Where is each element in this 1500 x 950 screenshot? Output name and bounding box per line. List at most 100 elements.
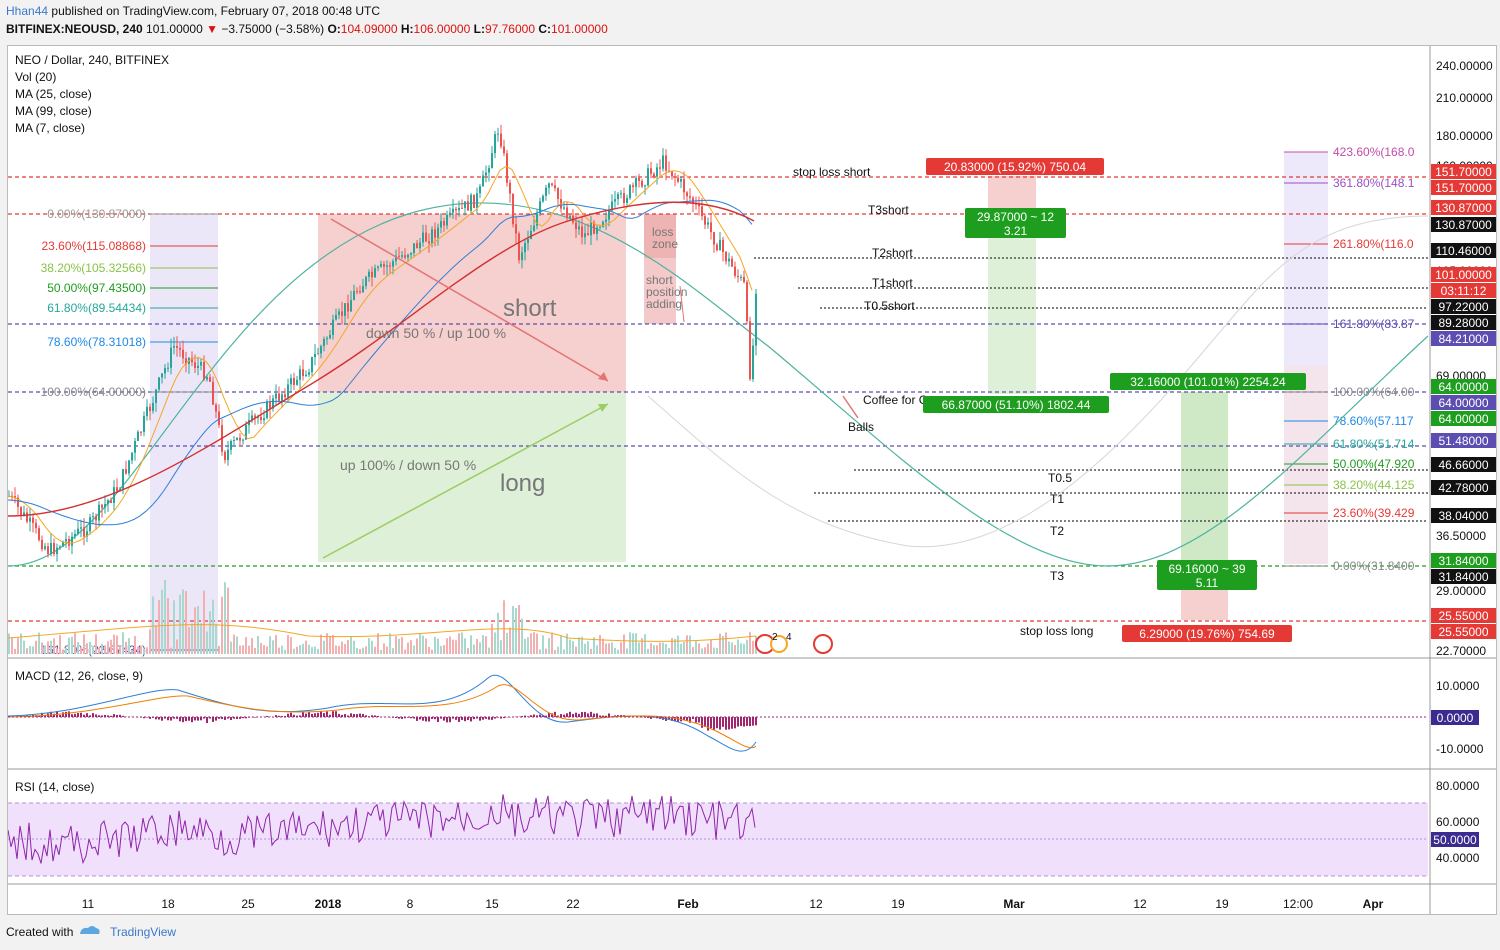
volume-bar bbox=[656, 645, 658, 654]
author-link[interactable]: Hhan44 bbox=[6, 4, 49, 18]
ma25-legend[interactable]: MA (25, close) bbox=[15, 87, 92, 101]
macd-hist bbox=[296, 715, 298, 717]
macd-hist bbox=[233, 717, 235, 719]
tradingview-logo-icon[interactable] bbox=[77, 925, 104, 939]
candle-body bbox=[602, 221, 604, 227]
candle-body bbox=[368, 271, 370, 277]
candle-body bbox=[344, 303, 346, 316]
macd-line bbox=[8, 674, 757, 752]
macd-hist bbox=[449, 717, 451, 723]
flag-us-icon bbox=[813, 634, 833, 654]
macd-hist bbox=[704, 717, 706, 727]
candle-body bbox=[470, 194, 472, 211]
volume-bar bbox=[491, 623, 493, 654]
candle-body bbox=[152, 402, 154, 411]
vol-legend[interactable]: Vol (20) bbox=[15, 70, 57, 84]
macd-hist bbox=[167, 717, 169, 721]
macd-hist bbox=[713, 717, 715, 730]
candle-body bbox=[557, 188, 559, 200]
candle-body bbox=[278, 393, 280, 401]
volume-bar bbox=[683, 641, 685, 654]
volume-bar bbox=[110, 639, 112, 654]
ma25-line bbox=[8, 199, 753, 526]
macd-hist bbox=[239, 717, 241, 719]
candle-body bbox=[653, 173, 655, 177]
macd-hist bbox=[473, 717, 475, 720]
volume-bar bbox=[68, 637, 70, 654]
volume-bar bbox=[29, 645, 31, 654]
candle-body bbox=[491, 153, 493, 169]
macd-hist bbox=[500, 717, 502, 719]
candle-body bbox=[179, 347, 181, 350]
candle-body bbox=[326, 338, 328, 340]
volume-bar bbox=[299, 644, 301, 654]
candles bbox=[8, 124, 757, 562]
candle-body bbox=[518, 233, 520, 261]
macd-hist bbox=[371, 715, 373, 717]
last-price: 101.00000 bbox=[146, 22, 203, 36]
t2short-label: T2short bbox=[872, 246, 913, 260]
macd-hist bbox=[347, 715, 349, 717]
macd-hist bbox=[287, 713, 289, 717]
fib-left-label: 38.20%(105.32566) bbox=[41, 261, 146, 275]
macd-hist bbox=[482, 717, 484, 720]
candle-body bbox=[230, 440, 232, 450]
candle-body bbox=[44, 546, 46, 550]
candle-body bbox=[359, 291, 361, 293]
candle-body bbox=[113, 487, 115, 504]
ma7-legend[interactable]: MA (7, close) bbox=[15, 121, 86, 135]
symbol-legend[interactable]: NEO / Dollar, 240, BITFINEX bbox=[15, 53, 170, 67]
candle-body bbox=[320, 346, 322, 354]
long-rr-box: 69.16000 ~ 39 bbox=[1168, 562, 1245, 576]
fib-right-label: 261.80%(116.0 bbox=[1333, 237, 1414, 251]
price-tag: 64.00000 bbox=[1438, 396, 1488, 410]
price-tag: 64.00000 bbox=[1438, 380, 1488, 394]
volume-bar bbox=[200, 623, 202, 654]
volume-bar bbox=[302, 643, 304, 654]
fib-right-label: 0.00%(31.8400 bbox=[1333, 559, 1415, 573]
balls-label: Balls bbox=[848, 420, 874, 434]
volume-bar bbox=[260, 643, 262, 654]
macd-hist bbox=[728, 717, 730, 730]
volume-bar bbox=[374, 646, 376, 654]
price-tag: 42.78000 bbox=[1438, 481, 1488, 495]
macd-hist bbox=[104, 714, 106, 717]
chart-area[interactable]: 0.00%(130.87000) 23.60%(115.08868) 38.20%(… bbox=[7, 45, 1497, 915]
volume-bar bbox=[89, 641, 91, 654]
fib-right-lower-zone bbox=[1284, 366, 1328, 564]
time-axis-label: 19 bbox=[1215, 897, 1229, 911]
rsi-legend[interactable]: RSI (14, close) bbox=[15, 780, 95, 794]
candle-body bbox=[689, 196, 691, 198]
publish-line: Hhan44 published on TradingView.com, Feb… bbox=[6, 4, 380, 18]
candle-body bbox=[101, 504, 103, 508]
rsi-axis-label: 80.0000 bbox=[1436, 779, 1480, 793]
time-axis-label: Apr bbox=[1363, 897, 1384, 911]
candle-body bbox=[65, 538, 67, 542]
tradingview-link[interactable]: TradingView bbox=[110, 925, 177, 939]
candle-body bbox=[38, 528, 40, 540]
close-label: C: bbox=[538, 22, 552, 36]
candle-body bbox=[158, 377, 160, 390]
macd-axis-label: 10.0000 bbox=[1436, 679, 1480, 693]
candle-body bbox=[599, 226, 601, 228]
macd-hist bbox=[536, 715, 538, 717]
macd-hist bbox=[179, 717, 181, 722]
volume-bar bbox=[668, 647, 670, 654]
macd-hist bbox=[185, 717, 187, 722]
ma99-legend[interactable]: MA (99, close) bbox=[15, 104, 92, 118]
candle-body bbox=[578, 226, 580, 230]
volume-bar bbox=[716, 647, 718, 654]
publish-info: published on TradingView.com, February 0… bbox=[51, 4, 381, 18]
price-chart[interactable]: 0.00%(130.87000) 23.60%(115.08868) 38.20%(… bbox=[8, 46, 1496, 914]
volume-bar bbox=[644, 634, 646, 654]
candle-body bbox=[296, 379, 298, 385]
volume-bar bbox=[443, 645, 445, 654]
volume-bar bbox=[596, 645, 598, 654]
macd-hist bbox=[668, 717, 670, 720]
rsi-mid-tag: 50.0000 bbox=[1433, 833, 1477, 847]
volume-bar bbox=[173, 600, 175, 654]
macd-legend[interactable]: MACD (12, 26, close, 9) bbox=[15, 669, 144, 683]
candle-body bbox=[32, 517, 34, 523]
macd-hist bbox=[266, 716, 268, 717]
candle-body bbox=[272, 398, 274, 409]
